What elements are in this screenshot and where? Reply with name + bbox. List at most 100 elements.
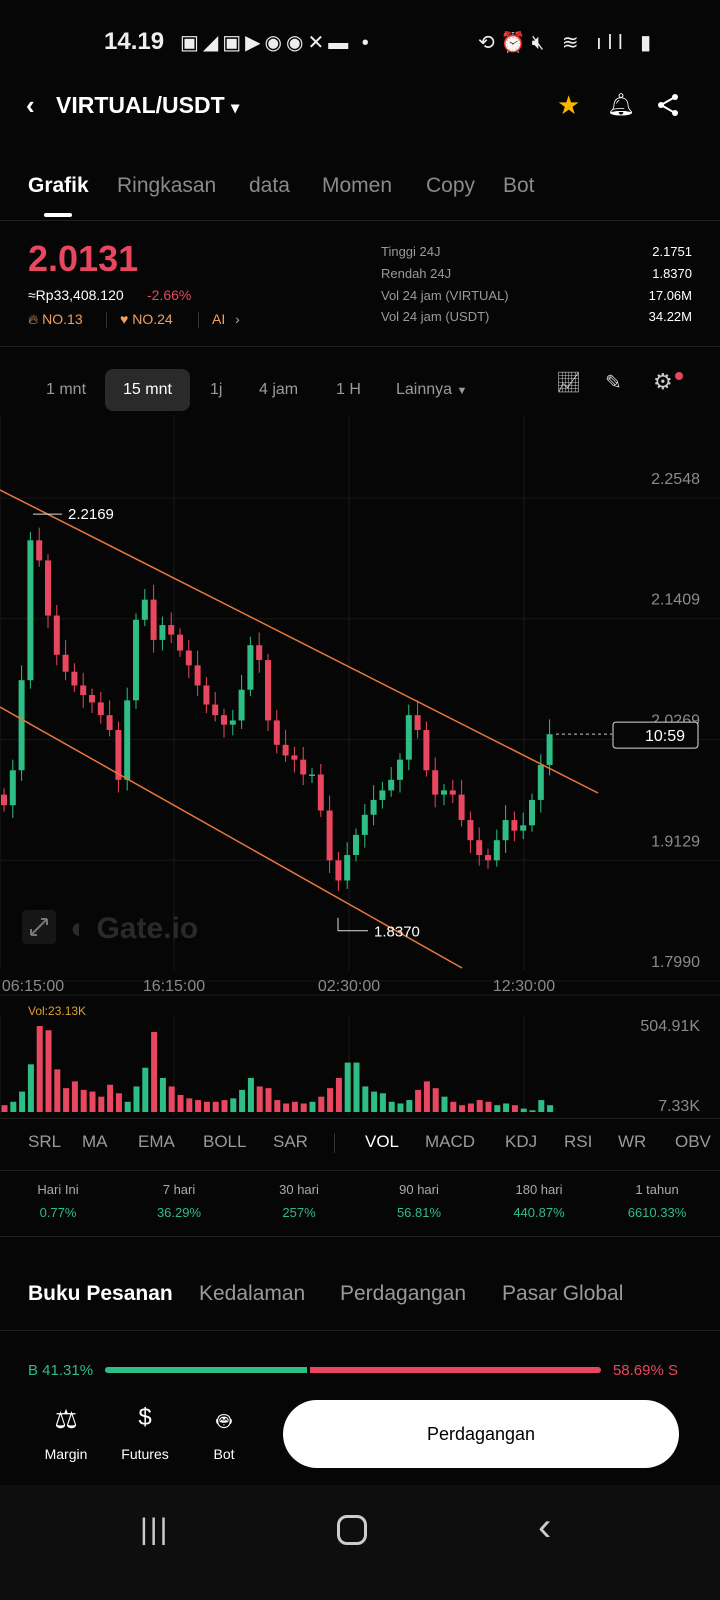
candle	[185, 639, 192, 679]
candle	[309, 768, 315, 783]
candle	[9, 759, 16, 818]
trendline-lower[interactable]	[0, 706, 463, 969]
candle-body	[397, 759, 403, 780]
candle-body	[458, 794, 465, 821]
share-icon[interactable]	[656, 93, 680, 117]
candle-body	[529, 799, 535, 826]
return-value: 257%	[282, 1205, 316, 1220]
recents-icon[interactable]: |||	[140, 1513, 170, 1546]
home-icon[interactable]	[337, 1515, 367, 1545]
active-tab-indicator	[44, 213, 72, 217]
candle-body	[520, 825, 527, 831]
tab-order-book[interactable]: Buku Pesanan	[28, 1282, 173, 1305]
volume-bar	[362, 1086, 369, 1112]
volume-bar	[168, 1086, 175, 1112]
candle-body	[317, 774, 324, 811]
timeframe-1m[interactable]: 1 mnt	[46, 381, 87, 398]
nav-margin[interactable]: Margin	[44, 1446, 88, 1462]
chart-grid	[0, 415, 720, 1115]
price-axis-label: 2.1409	[651, 592, 700, 609]
return-value: 440.87%	[513, 1205, 565, 1220]
volume-bar	[503, 1103, 510, 1112]
price-axis-label: 1.7990	[651, 954, 700, 971]
candle	[326, 795, 333, 874]
pair-selector[interactable]: VIRTUAL/USDT ▾	[56, 92, 239, 119]
margin-icon[interactable]: ⚖︎	[54, 1404, 78, 1434]
tab-copy[interactable]: Copy	[426, 174, 476, 197]
indicator-ema[interactable]: EMA	[138, 1132, 175, 1151]
indicator-wr[interactable]: WR	[618, 1132, 647, 1151]
tab-global-market[interactable]: Pasar Global	[502, 1282, 624, 1305]
ai-button[interactable]: AI ›	[212, 311, 240, 327]
candle-body	[89, 695, 95, 703]
candle-body	[537, 764, 544, 800]
candle	[141, 589, 148, 627]
nav-futures[interactable]: Futures	[121, 1446, 169, 1462]
timeframe-15m[interactable]: 15 mnt	[105, 369, 190, 411]
bot-icon[interactable]: 🤖︎	[216, 1408, 232, 1435]
indicator-vol[interactable]: VOL	[365, 1132, 400, 1151]
timeframe-4h[interactable]: 4 jam	[259, 381, 299, 398]
indicator-boll[interactable]: BOLL	[203, 1132, 247, 1151]
star-icon[interactable]: ★	[557, 90, 581, 120]
candle	[265, 653, 271, 732]
volume-bar	[151, 1031, 158, 1112]
candle-body	[344, 855, 351, 881]
volume-bar	[309, 1101, 316, 1112]
candle	[247, 636, 254, 697]
volume-bar	[247, 1077, 254, 1112]
indicator-ma[interactable]: MA	[82, 1132, 108, 1151]
timeframe-1d[interactable]: 1 H	[336, 381, 361, 398]
candle-body	[36, 540, 43, 561]
expand-icon[interactable]	[22, 910, 56, 944]
candle-body	[1, 794, 7, 806]
volume-bar	[107, 1084, 114, 1112]
tab-grafik[interactable]: Grafik	[28, 174, 89, 197]
candle-body	[185, 650, 192, 666]
volume-bar	[274, 1100, 281, 1112]
back-nav-icon[interactable]: ‹	[538, 1505, 552, 1549]
alert-bell-icon[interactable]: 🔔︎	[607, 92, 635, 117]
indicator-rsi[interactable]: RSI	[564, 1132, 593, 1151]
settings-gear-icon[interactable]: ⚙	[653, 369, 673, 394]
candlestick-chart[interactable]: ◐ Gate.io 2.25482.14092.02691.91291.7990…	[0, 415, 720, 1115]
volume-bar	[256, 1086, 263, 1112]
tab-depth[interactable]: Kedalaman	[199, 1282, 306, 1305]
futures-icon[interactable]: $	[138, 1404, 152, 1431]
timeframe-1h[interactable]: 1j	[210, 381, 223, 398]
tab-trades[interactable]: Perdagangan	[340, 1282, 467, 1305]
volume-bar	[230, 1098, 237, 1112]
gain-rank[interactable]: ♥ NO.24	[120, 311, 173, 327]
trendline-upper[interactable]	[0, 489, 599, 794]
hot-rank[interactable]: 🔥︎ NO.13	[28, 311, 83, 328]
candle-body	[212, 704, 219, 716]
candle-body	[432, 770, 439, 795]
candle-body	[18, 680, 25, 771]
indicator-icon[interactable]: 📈︎	[556, 372, 582, 394]
tab-data[interactable]: data	[249, 174, 290, 197]
volume-bar	[371, 1091, 378, 1112]
candle	[344, 842, 351, 889]
indicator-macd[interactable]: MACD	[425, 1132, 476, 1151]
candle	[45, 554, 51, 629]
back-icon[interactable]: ‹	[26, 90, 35, 120]
tab-ringkasan[interactable]: Ringkasan	[117, 174, 217, 197]
indicator-kdj[interactable]: KDJ	[505, 1132, 538, 1151]
indicator-obv[interactable]: OBV	[675, 1132, 711, 1151]
indicator-sar[interactable]: SAR	[273, 1132, 308, 1151]
candle-body	[194, 665, 201, 686]
candle	[353, 828, 359, 862]
trade-button[interactable]: Perdagangan	[283, 1400, 679, 1468]
candle-body	[203, 685, 210, 705]
candle-body	[335, 860, 342, 881]
volume-bar	[203, 1101, 210, 1112]
draw-pen-icon[interactable]: ✎	[605, 372, 622, 394]
volume-bar	[432, 1088, 439, 1112]
system-icons: ⟲⏰🔇︎ ≋ ıll ▮	[478, 32, 658, 54]
tab-bot[interactable]: Bot	[503, 174, 535, 197]
indicator-srl[interactable]: SRL	[28, 1132, 62, 1151]
timeframe-more[interactable]: Lainnya ▼	[378, 369, 485, 411]
stat-value: 1.8370	[652, 266, 692, 281]
tab-momen[interactable]: Momen	[322, 174, 393, 197]
nav-bot[interactable]: Bot	[213, 1446, 235, 1462]
